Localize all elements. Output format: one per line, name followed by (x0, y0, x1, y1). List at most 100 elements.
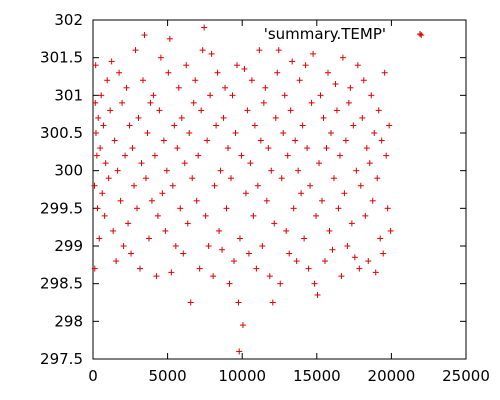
legend: 'summary.TEMP' (264, 25, 423, 43)
data-point (156, 107, 163, 114)
data-point (295, 167, 302, 174)
data-point (323, 145, 330, 152)
data-point (102, 160, 109, 167)
data-markers (91, 24, 425, 355)
data-point (341, 190, 348, 197)
data-point (371, 130, 378, 136)
data-point (223, 205, 230, 212)
data-point (322, 258, 329, 265)
data-point (114, 167, 121, 174)
data-point (238, 152, 245, 159)
data-point (93, 152, 100, 159)
data-point (174, 145, 181, 152)
data-point (229, 92, 236, 99)
data-point (386, 122, 393, 129)
data-point (332, 81, 339, 88)
data-point (301, 235, 308, 242)
data-point (266, 273, 273, 280)
data-point (196, 265, 203, 272)
data-point (262, 84, 269, 91)
data-point (316, 160, 323, 167)
data-point (204, 137, 211, 144)
data-point (236, 348, 243, 355)
x-tick-label: 0 (88, 367, 98, 385)
data-point (272, 114, 279, 121)
data-point (165, 69, 172, 76)
data-point (289, 58, 296, 65)
data-point (230, 258, 237, 265)
y-tick-label: 302 (54, 11, 83, 29)
data-point (96, 235, 103, 242)
data-point (278, 175, 285, 182)
legend-plus-marker (417, 31, 423, 37)
data-point (186, 130, 193, 136)
data-point (256, 47, 263, 54)
data-point (254, 182, 261, 189)
data-point (183, 62, 190, 69)
data-point (338, 273, 345, 280)
data-point (275, 47, 282, 54)
data-point (92, 130, 99, 136)
data-point (356, 265, 363, 272)
data-point (135, 114, 142, 121)
data-point (144, 130, 151, 136)
data-point (292, 137, 299, 144)
data-point (201, 24, 208, 31)
data-point (111, 137, 118, 144)
data-point (104, 77, 111, 84)
data-point (129, 145, 136, 152)
data-point (105, 175, 112, 182)
data-point (271, 220, 278, 227)
data-point (378, 137, 385, 144)
data-point (119, 99, 126, 106)
data-point (122, 152, 129, 159)
data-point (277, 280, 284, 287)
data-point (95, 114, 102, 121)
data-point (259, 243, 266, 249)
data-point (308, 99, 315, 106)
data-point (228, 175, 235, 182)
data-point (217, 167, 224, 174)
data-point (319, 197, 326, 204)
data-point (216, 227, 223, 234)
data-point (91, 182, 98, 189)
data-point (380, 250, 387, 257)
data-point (91, 265, 98, 272)
data-point (214, 69, 221, 76)
x-tick-label: 25000 (442, 367, 490, 385)
data-point (138, 160, 145, 167)
data-point (145, 235, 152, 242)
data-point (369, 197, 376, 204)
data-point (151, 152, 158, 159)
data-point (190, 99, 197, 106)
x-tick-label: 15000 (293, 367, 341, 385)
data-point (92, 62, 99, 69)
data-point (222, 84, 229, 91)
data-point (136, 265, 143, 272)
data-point (244, 107, 251, 114)
data-point (293, 258, 300, 265)
data-point (107, 107, 114, 114)
data-point (108, 58, 115, 65)
data-point (235, 299, 242, 306)
data-point (350, 122, 357, 129)
data-point (268, 167, 275, 174)
data-point (247, 160, 254, 167)
y-tick-label: 298.5 (40, 275, 83, 293)
data-point (208, 50, 215, 57)
data-point (336, 152, 343, 159)
data-point (274, 69, 281, 76)
data-point (236, 235, 243, 242)
data-point (205, 243, 212, 249)
data-point (178, 114, 185, 121)
data-point (347, 84, 354, 91)
y-tick-label: 298 (54, 312, 83, 330)
data-point (251, 122, 258, 129)
data-point (97, 145, 104, 152)
y-tick-label: 301.5 (40, 49, 83, 67)
data-point (283, 227, 290, 234)
data-point (280, 130, 287, 136)
data-point (353, 167, 360, 174)
